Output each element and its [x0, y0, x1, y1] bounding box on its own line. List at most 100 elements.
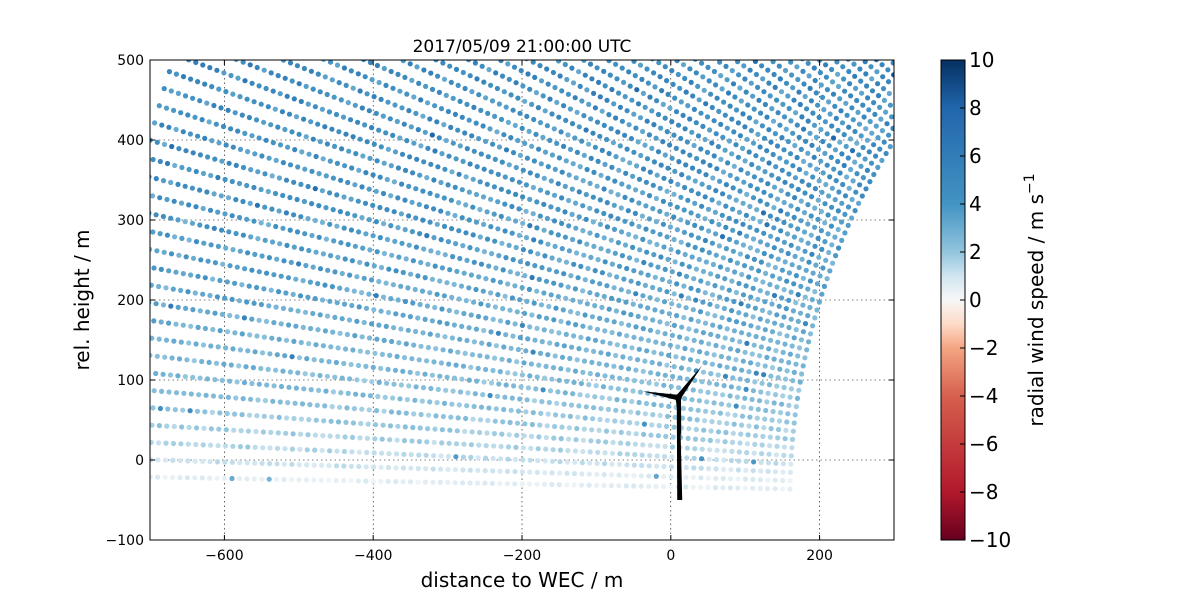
scan-point [677, 375, 683, 381]
scan-point [623, 299, 629, 305]
scan-point [680, 355, 686, 361]
scan-point [285, 275, 292, 281]
scan-point [811, 65, 817, 71]
scan-point [192, 458, 198, 464]
scan-point [439, 265, 445, 271]
scan-point [826, 249, 832, 256]
scan-point [645, 337, 652, 344]
scan-point [757, 353, 763, 359]
scan-point [683, 464, 689, 471]
scan-point [852, 128, 858, 135]
scan-point [410, 424, 416, 431]
scan-point [544, 423, 550, 429]
scan-point [462, 85, 468, 92]
scan-point [683, 474, 689, 480]
scan-point [679, 324, 685, 330]
scan-point [685, 197, 691, 203]
scan-point [863, 126, 869, 132]
scan-point [760, 335, 766, 341]
scan-point [169, 474, 176, 480]
scan-point [688, 285, 694, 291]
scan-point [150, 352, 153, 358]
scan-point [190, 150, 196, 156]
scan-point [359, 105, 365, 111]
scan-point [341, 448, 347, 455]
scan-point [744, 441, 751, 447]
scan-point [170, 457, 176, 463]
scan-point [654, 172, 660, 178]
scan-point [457, 255, 463, 262]
scan-point [750, 485, 756, 491]
scan-point [457, 98, 463, 104]
scan-point [214, 294, 220, 300]
scan-point [459, 215, 465, 221]
scan-point [402, 167, 409, 173]
scan-point [632, 441, 639, 447]
scan-point [503, 382, 509, 388]
scan-point [796, 134, 802, 140]
scan-point [551, 218, 558, 224]
scan-point [200, 205, 206, 212]
scan-point [439, 306, 445, 312]
turbine-hub [674, 394, 682, 402]
scan-point [534, 225, 540, 231]
scan-point [179, 55, 184, 60]
scan-point [273, 157, 279, 163]
scan-point [532, 263, 538, 269]
scan-point [157, 158, 163, 165]
scan-point [312, 447, 318, 453]
scan-point [591, 348, 597, 354]
scan-point [748, 323, 754, 329]
scan-point [247, 200, 253, 206]
scan-point [524, 113, 530, 119]
scan-point [695, 287, 701, 294]
scan-point [351, 288, 357, 294]
scan-point [797, 101, 803, 108]
scan-point [276, 175, 282, 181]
scan-point [728, 476, 734, 482]
scan-point [367, 155, 373, 161]
scan-point [416, 357, 422, 363]
scan-point [576, 69, 582, 75]
scan-point [769, 172, 775, 178]
scan-point [761, 425, 767, 431]
scan-point [505, 189, 512, 195]
scan-point [546, 303, 552, 310]
scan-point [414, 156, 420, 162]
scan-point [434, 291, 440, 297]
scan-point [244, 476, 250, 482]
scan-point [775, 339, 781, 345]
scan-point [646, 193, 653, 199]
scan-point [784, 368, 790, 374]
scan-point [813, 134, 820, 140]
scan-point [758, 110, 764, 116]
scan-point [527, 324, 533, 330]
scan-point [543, 363, 549, 369]
scan-point [597, 315, 603, 321]
scan-point [736, 280, 742, 287]
scan-point [724, 420, 730, 426]
scan-point [883, 150, 889, 157]
scan-point [706, 466, 712, 472]
scan-point [678, 217, 684, 223]
scan-point [812, 315, 818, 321]
scan-point [273, 223, 279, 230]
scan-point [668, 246, 674, 253]
scan-point [206, 119, 212, 125]
scan-point [256, 135, 262, 141]
scan-point [232, 411, 238, 417]
scan-point [664, 289, 670, 295]
scan-point [370, 202, 376, 208]
scan-point [576, 124, 582, 130]
scan-point [361, 378, 367, 384]
scan-point [657, 361, 663, 367]
scan-point [787, 486, 793, 492]
scan-point [358, 420, 364, 427]
scan-point [494, 85, 500, 92]
scan-point [594, 460, 600, 466]
scan-point [168, 179, 174, 186]
scan-point [746, 423, 752, 429]
scan-point [225, 329, 231, 335]
scan-point [550, 447, 556, 453]
